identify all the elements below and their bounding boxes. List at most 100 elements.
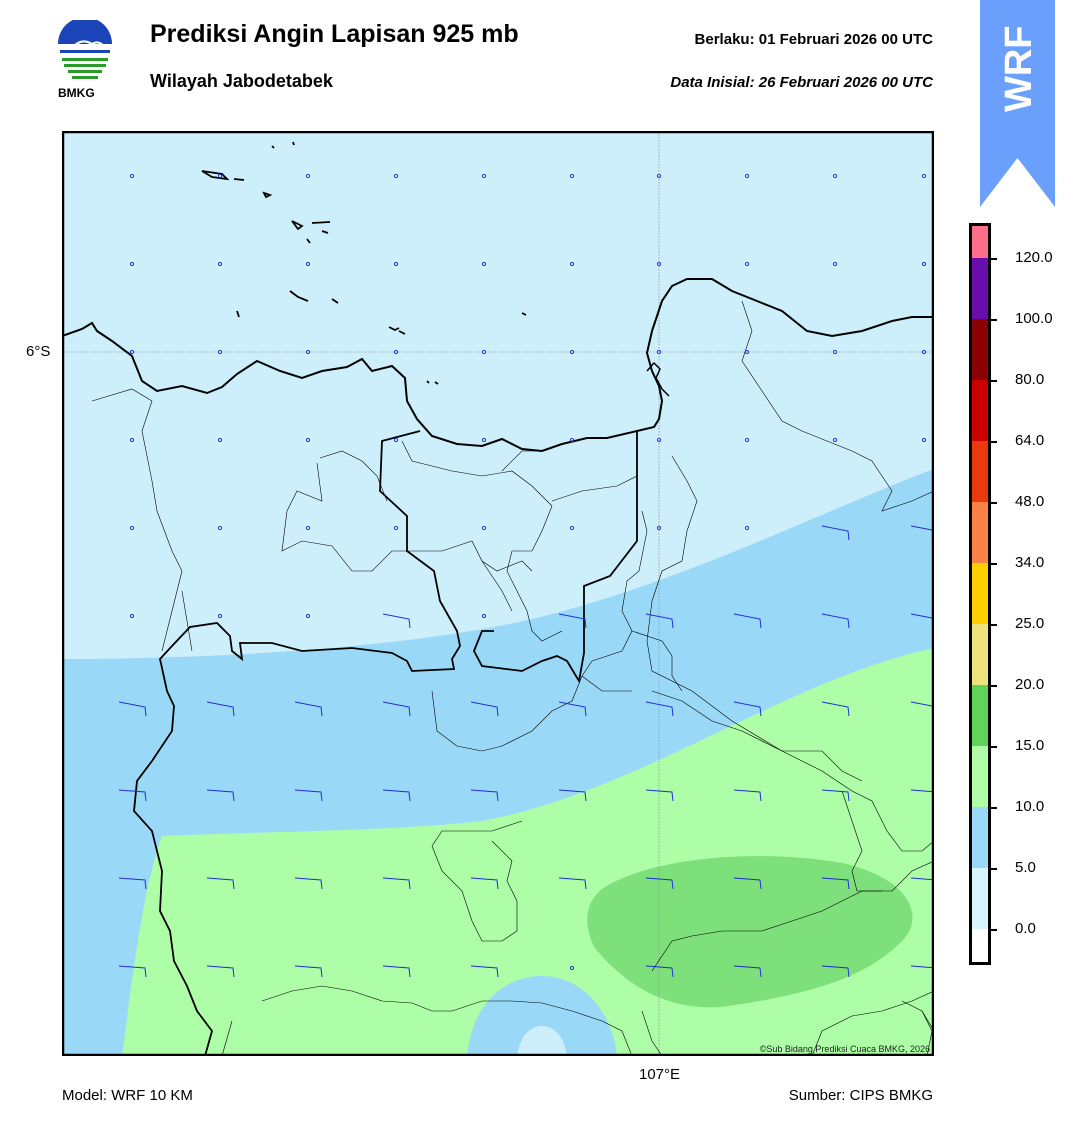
calm-circle <box>481 613 487 619</box>
colorbar-tick <box>990 624 997 626</box>
calm-circle <box>921 437 927 443</box>
lon-label: 107°E <box>639 1066 681 1083</box>
colorbar-label: 64.0 <box>1015 432 1045 449</box>
calm-circle <box>569 437 575 443</box>
calm-circle <box>393 173 399 179</box>
colorbar-label: 100.0 <box>1015 310 1053 327</box>
colorbar-tick <box>990 563 997 565</box>
colorbar-tick <box>990 380 997 382</box>
calm-circle <box>393 437 399 443</box>
colorbar <box>969 223 991 965</box>
colorbar-segment <box>972 380 988 441</box>
colorbar-tick <box>990 807 997 809</box>
map-copyright: ©Sub Bidang Prediksi Cuaca BMKG, 2026 <box>760 1044 930 1054</box>
source-label: Sumber: CIPS BMKG <box>788 1087 933 1104</box>
calm-circle <box>832 437 838 443</box>
calm-circle <box>217 525 223 531</box>
map-subtitle: Wilayah Jabodetabek <box>150 71 333 91</box>
logo-text: BMKG <box>58 86 95 100</box>
calm-zone-south <box>517 1026 567 1056</box>
wind-barb <box>558 701 587 717</box>
wind-barb <box>294 701 323 717</box>
wind-barb <box>910 613 934 619</box>
wind-barb <box>382 701 411 717</box>
wind-barb <box>294 789 323 802</box>
colorbar-segment <box>972 868 988 929</box>
wind-barb <box>118 965 147 978</box>
calm-circle <box>656 261 662 267</box>
colorbar-label: 34.0 <box>1015 554 1045 571</box>
colorbar-tick <box>990 868 997 870</box>
calm-circle <box>393 525 399 531</box>
colorbar-segment <box>972 624 988 685</box>
wind-barb <box>382 613 411 629</box>
model-label: Model: WRF 10 KM <box>62 1087 193 1104</box>
wind-map: ©Sub Bidang Prediksi Cuaca BMKG, 2026 <box>62 131 934 1056</box>
calm-circle <box>393 349 399 355</box>
wind-barb <box>206 877 235 890</box>
calm-circle <box>921 261 927 267</box>
wrf-badge: WRF <box>980 0 1055 207</box>
colorbar-segment <box>972 685 988 746</box>
wind-barb <box>118 877 147 890</box>
wind-barb <box>733 701 762 717</box>
wind-barb <box>470 701 499 717</box>
calm-circle <box>921 349 927 355</box>
wind-barb <box>470 789 499 802</box>
calm-circle <box>217 349 223 355</box>
wind-barb <box>294 877 323 890</box>
colorbar-label: 120.0 <box>1015 249 1053 266</box>
wind-barb <box>733 789 762 802</box>
calm-circle <box>129 437 135 443</box>
calm-circle <box>481 349 487 355</box>
wind-barb <box>470 965 499 978</box>
map-frame <box>62 131 934 1056</box>
wind-barb <box>382 877 411 890</box>
wind-zone-15-20 <box>587 856 913 1008</box>
wrf-badge-text: WRF <box>998 25 1040 112</box>
calm-circle <box>569 349 575 355</box>
calm-circle <box>569 965 575 971</box>
calm-circle <box>305 261 311 267</box>
wind-barb <box>821 789 850 802</box>
wind-barb <box>733 877 762 890</box>
calm-circle <box>305 525 311 531</box>
wind-barb <box>910 965 934 969</box>
colorbar-segment <box>972 746 988 807</box>
wind-barb <box>910 877 934 881</box>
colorbar-label: 0.0 <box>1015 920 1036 937</box>
wind-barb <box>821 701 850 717</box>
wind-barb <box>118 701 147 717</box>
wind-zone-5-10-south <box>467 976 617 1056</box>
calm-circle <box>217 437 223 443</box>
wind-barb <box>645 965 674 978</box>
calm-circle <box>744 349 750 355</box>
wind-barb <box>821 613 850 629</box>
map-title: Prediksi Angin Lapisan 925 mb <box>150 20 519 48</box>
calm-circle <box>569 261 575 267</box>
lat-label: 6°S <box>26 343 51 360</box>
wind-barb <box>910 789 934 793</box>
colorbar-label: 20.0 <box>1015 676 1045 693</box>
calm-circle <box>481 173 487 179</box>
calm-circle <box>217 173 223 179</box>
colorbar-tick <box>990 929 997 931</box>
wind-barb <box>821 877 850 890</box>
wind-barb <box>910 701 934 707</box>
calm-circle <box>744 437 750 443</box>
calm-circle <box>656 437 662 443</box>
coastline-cape <box>646 361 670 397</box>
colorbar-segment <box>972 563 988 624</box>
calm-circle <box>656 525 662 531</box>
calm-circle <box>217 613 223 619</box>
wind-barb <box>558 877 587 890</box>
regency-boundaries <box>91 300 934 1056</box>
regency-boundary-thick <box>473 431 638 684</box>
colorbar-label: 15.0 <box>1015 737 1045 754</box>
calm-circle <box>129 173 135 179</box>
calm-circle <box>656 349 662 355</box>
thousand-islands <box>201 141 527 385</box>
wind-barb <box>645 789 674 802</box>
calm-circle <box>832 261 838 267</box>
calm-circle <box>569 525 575 531</box>
